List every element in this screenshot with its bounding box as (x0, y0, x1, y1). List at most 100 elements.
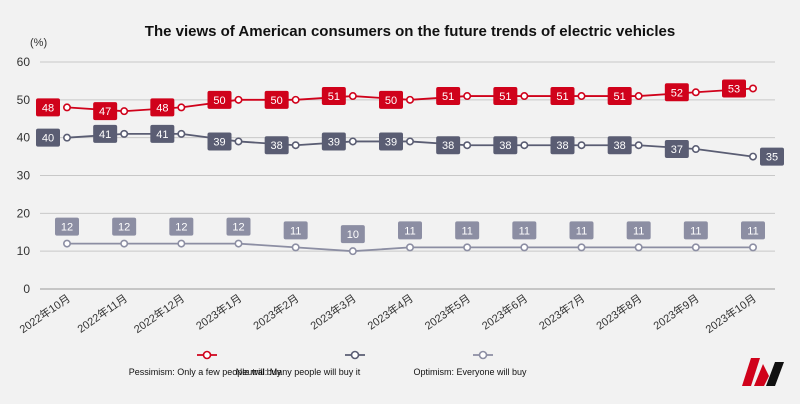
logo-left-stroke (742, 358, 760, 386)
data-point (748, 152, 757, 161)
data-point (62, 239, 71, 248)
data-label-box (760, 147, 784, 166)
data-label-box (283, 221, 308, 240)
data-label: 51 (556, 91, 568, 103)
data-label: 11 (461, 225, 472, 237)
data-point (691, 145, 700, 154)
data-label: 38 (499, 140, 511, 152)
y-tick-label: 50 (17, 93, 31, 107)
legend-marker (478, 350, 488, 360)
series-2: 12 12 12 12 11 10 11 11 11 11 11 11 11 (55, 217, 765, 256)
data-point (234, 137, 243, 146)
series-0: 48 47 48 50 50 51 50 51 51 51 51 52 53 (36, 79, 757, 121)
data-label-box (569, 221, 594, 240)
data-point (177, 129, 186, 138)
data-label-box (741, 221, 765, 240)
data-label-box (55, 217, 79, 236)
legend: Pessimism: Only a few people will buyNeu… (129, 350, 527, 377)
y-tick-label: 60 (17, 55, 31, 69)
data-point (291, 243, 300, 252)
data-label: 48 (156, 102, 168, 114)
data-point (62, 133, 71, 142)
data-label-box (36, 128, 60, 147)
x-tick-label: 2023年3月 (307, 291, 358, 333)
data-point (634, 243, 643, 252)
logo-middle-stroke (754, 364, 769, 386)
logo-right-stroke (766, 362, 784, 386)
x-tick-label: 2023年1月 (193, 291, 244, 333)
data-point (748, 243, 757, 252)
data-label-box (607, 87, 632, 106)
data-label: 51 (499, 91, 511, 103)
data-label-box (626, 221, 651, 240)
x-tick-label: 2022年10月 (17, 291, 73, 336)
data-label: 39 (328, 136, 340, 148)
data-label: 38 (442, 140, 454, 152)
data-point (62, 103, 71, 112)
data-point (234, 239, 243, 248)
data-label: 11 (576, 225, 587, 237)
legend-label: Pessimism: Only a few people will buy (129, 367, 282, 377)
data-point (577, 243, 586, 252)
data-label: 11 (633, 225, 644, 237)
data-label-box (550, 87, 575, 106)
data-label-box (455, 221, 480, 240)
y-tick-label: 0 (23, 282, 30, 296)
data-label-box (512, 221, 537, 240)
data-label: 50 (213, 95, 225, 107)
grid-lines (40, 61, 775, 290)
data-point (405, 95, 414, 104)
data-label: 11 (747, 225, 758, 237)
x-tick-label: 2022年12月 (131, 291, 187, 336)
data-label-box (493, 136, 518, 155)
data-label-box (112, 217, 137, 236)
data-point (520, 141, 529, 150)
data-point (234, 95, 243, 104)
data-label-box (321, 132, 346, 151)
data-label-box (169, 217, 194, 236)
data-label-box (436, 136, 461, 155)
data-label: 10 (347, 229, 359, 241)
data-point (463, 243, 472, 252)
y-tick-label: 20 (17, 206, 31, 220)
data-label-box (264, 90, 289, 109)
data-label: 12 (118, 222, 130, 234)
data-label: 47 (99, 106, 111, 118)
data-label: 11 (519, 225, 530, 237)
x-tick-label: 2023年8月 (593, 291, 644, 333)
data-label: 12 (61, 222, 73, 234)
data-point (520, 243, 529, 252)
m-brand-logo (742, 358, 784, 386)
data-point (634, 141, 643, 150)
data-label-box (207, 132, 232, 151)
data-point (291, 141, 300, 150)
x-tick-label: 2023年5月 (422, 291, 473, 333)
data-point (120, 239, 129, 248)
data-label: 11 (290, 225, 301, 237)
data-label: 50 (271, 95, 283, 107)
legend-item-1: Neutral: Many people will buy it (236, 350, 365, 377)
data-label: 50 (385, 95, 397, 107)
data-label: 40 (42, 133, 54, 145)
y-tick-label: 30 (17, 169, 31, 183)
data-label-box (664, 140, 689, 159)
legend-item-2: Optimism: Everyone will buy (413, 350, 527, 377)
x-tick-label: 2023年7月 (536, 291, 587, 333)
data-label-box (93, 124, 118, 143)
data-point (691, 88, 700, 97)
data-label-box (683, 221, 708, 240)
legend-marker (350, 350, 360, 360)
data-label-box (264, 136, 289, 155)
x-tick-label: 2023年10月 (703, 291, 759, 336)
data-label-box (607, 136, 632, 155)
data-label: 37 (671, 144, 683, 156)
data-label: 12 (232, 222, 244, 234)
data-label: 41 (99, 129, 111, 141)
data-label: 52 (671, 87, 683, 99)
data-label-box (340, 225, 365, 244)
data-label-box (664, 83, 689, 102)
y-tick-label: 10 (17, 244, 31, 258)
data-point (520, 92, 529, 101)
data-label-box (722, 79, 746, 98)
